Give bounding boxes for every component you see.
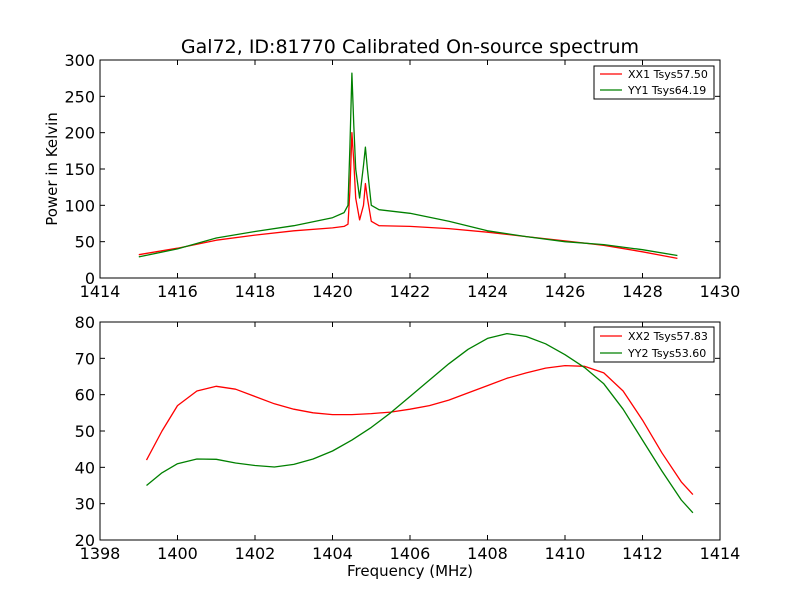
bottom-legend-label-yy2: YY2 Tsys53.60 (627, 347, 706, 360)
top-y-tick-label: 100 (64, 196, 95, 215)
top-x-tick-label: 1414 (80, 282, 121, 301)
bottom-x-tick-label: 1414 (700, 544, 741, 563)
bottom-series-line-xx2 (145, 364, 694, 496)
bottom-x-tick-label: 1398 (80, 544, 121, 563)
bottom-series-group (145, 332, 694, 514)
bottom-y-tick-label: 40 (75, 458, 95, 477)
bottom-x-tick-label: 1400 (157, 544, 198, 563)
top-x-tick-label: 1424 (467, 282, 508, 301)
bottom-y-tick-label: 80 (75, 313, 95, 332)
bottom-y-tick-label: 30 (75, 495, 95, 514)
bottom-y-tick-label: 20 (75, 531, 95, 550)
bottom-plot-frame (99, 321, 721, 541)
bottom-x-tick-label: 1412 (622, 544, 663, 563)
top-ticks: 1414 1416 1418 1420 1422 1424 1426 1428 1430 0 50 1… (64, 51, 740, 301)
top-series-line-yy1 (138, 72, 678, 258)
bottom-ticks: 1398 1400 1402 1404 1406 1408 1410 1412 1414 20 30… (75, 313, 741, 563)
top-subplot: Gal72, ID:81770 Calibrated On-source spe… (43, 36, 740, 301)
bottom-legend-label-xx2: XX2 Tsys57.83 (628, 330, 708, 343)
bottom-y-tick-label: 60 (75, 386, 95, 405)
bottom-y-tick-label: 70 (75, 349, 95, 368)
bottom-legend: XX2 Tsys57.83 YY2 Tsys53.60 (593, 326, 715, 363)
top-x-tick-label: 1420 (312, 282, 353, 301)
top-x-tick-label: 1428 (622, 282, 663, 301)
bottom-subplot: Frequency (MHz) 1398 1400 1402 1404 1406 1408… (75, 313, 741, 580)
bottom-series-line-yy2 (146, 332, 694, 514)
bottom-x-axis-label: Frequency (MHz) (347, 562, 473, 580)
bottom-x-tick-label: 1402 (235, 544, 276, 563)
bottom-x-tick-label: 1404 (312, 544, 353, 563)
top-legend: XX1 Tsys57.50 YY1 Tsys64.19 (593, 65, 715, 100)
top-x-tick-label: 1422 (390, 282, 431, 301)
bottom-legend-box (593, 326, 715, 363)
top-x-tick-label: 1416 (157, 282, 198, 301)
top-y-tick-label: 250 (64, 87, 95, 106)
top-chart-title: Gal72, ID:81770 Calibrated On-source spe… (181, 36, 639, 58)
top-x-tick-label: 1418 (235, 282, 276, 301)
bottom-x-tick-label: 1408 (467, 544, 508, 563)
top-y-tick-label: 0 (85, 269, 95, 288)
top-y-tick-label: 300 (64, 51, 95, 70)
top-plot-frame (99, 59, 721, 279)
top-legend-label-yy1: YY1 Tsys64.19 (627, 84, 706, 97)
top-y-axis-label: Power in Kelvin (43, 112, 61, 226)
bottom-x-tick-label: 1406 (390, 544, 431, 563)
top-y-tick-label: 150 (64, 160, 95, 179)
top-series-group (138, 72, 678, 260)
top-legend-label-xx1: XX1 Tsys57.50 (628, 68, 708, 81)
top-y-tick-label: 200 (64, 124, 95, 143)
top-x-tick-label: 1426 (545, 282, 586, 301)
top-legend-box (593, 65, 715, 100)
bottom-y-tick-label: 50 (75, 422, 95, 441)
top-x-tick-label: 1430 (700, 282, 741, 301)
top-y-tick-label: 50 (75, 233, 95, 252)
bottom-x-tick-label: 1410 (545, 544, 586, 563)
